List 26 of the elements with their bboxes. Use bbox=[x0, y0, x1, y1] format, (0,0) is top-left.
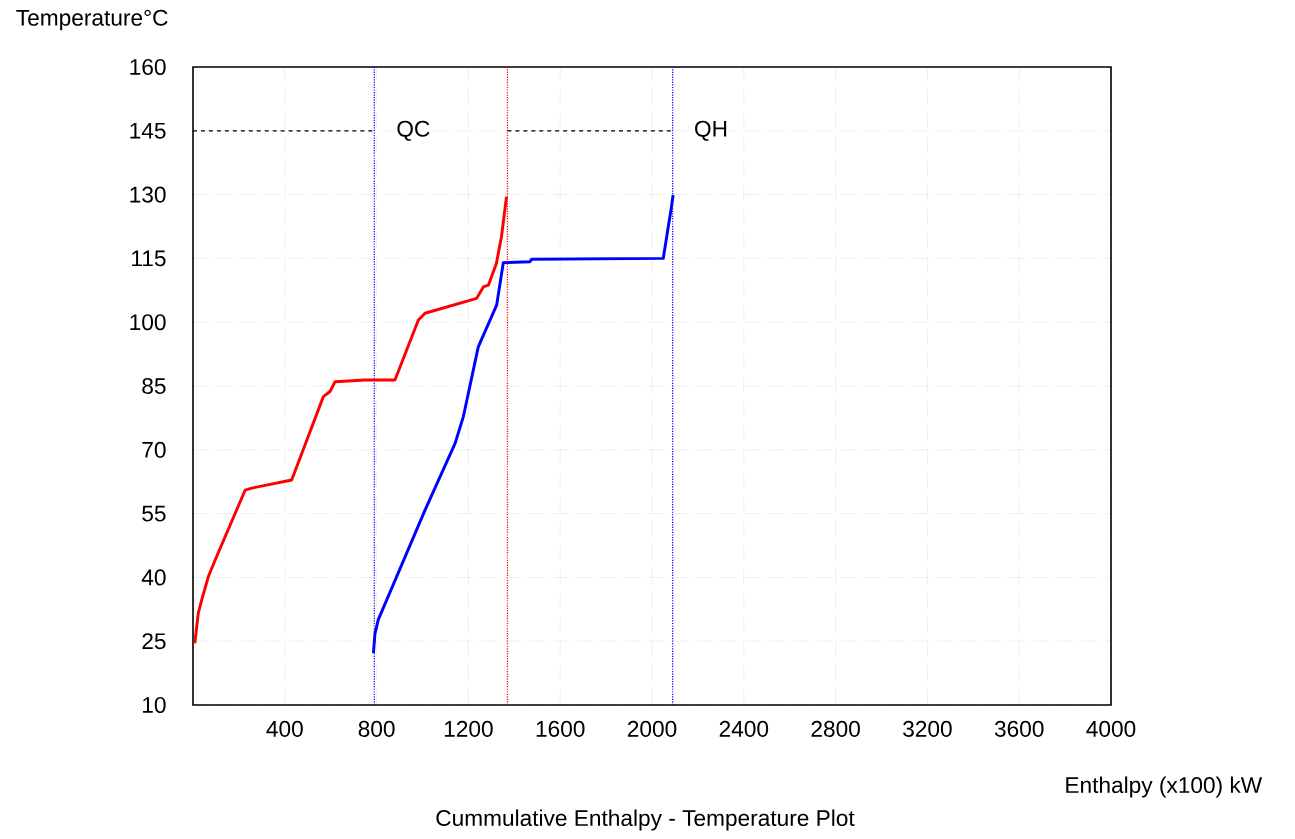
x-tick-label: 3600 bbox=[994, 720, 1044, 737]
x-tick-label: 2400 bbox=[719, 720, 769, 737]
y-tick-label: 100 bbox=[130, 314, 166, 331]
y-axis-title: Temperature°C bbox=[16, 9, 168, 31]
y-tick-label: 10 bbox=[143, 696, 166, 714]
x-tick-label: 1200 bbox=[444, 720, 493, 737]
x-tick-label: 1600 bbox=[536, 720, 585, 737]
y-tick-label: 160 bbox=[130, 58, 166, 76]
text: Cummulative Enthalpy - Temperature Plot bbox=[436, 809, 855, 831]
y-tick-label: 25 bbox=[142, 633, 166, 650]
y-tick-label: 130 bbox=[130, 186, 166, 203]
y-tick-label: 145 bbox=[130, 122, 166, 139]
annotation: QC bbox=[397, 120, 430, 141]
x-tick-label: 4000 bbox=[1086, 720, 1136, 737]
y-tick-label: 55 bbox=[142, 505, 166, 522]
y-tick-label: 115 bbox=[132, 250, 166, 267]
x-tick-label: 3200 bbox=[903, 720, 952, 737]
y-tick-label: 85 bbox=[142, 377, 166, 395]
y-tick-label: 40 bbox=[141, 569, 166, 586]
x-tick-label: 2000 bbox=[627, 720, 677, 737]
x-tick-label: 400 bbox=[266, 720, 303, 737]
x-tick-label: 800 bbox=[358, 720, 395, 737]
x-tick-label: 2800 bbox=[811, 720, 860, 737]
y-tick-label: 70 bbox=[142, 441, 166, 458]
annotation: QH bbox=[695, 120, 727, 141]
x-axis-title: Enthalpy (x100) kW bbox=[1066, 776, 1263, 798]
